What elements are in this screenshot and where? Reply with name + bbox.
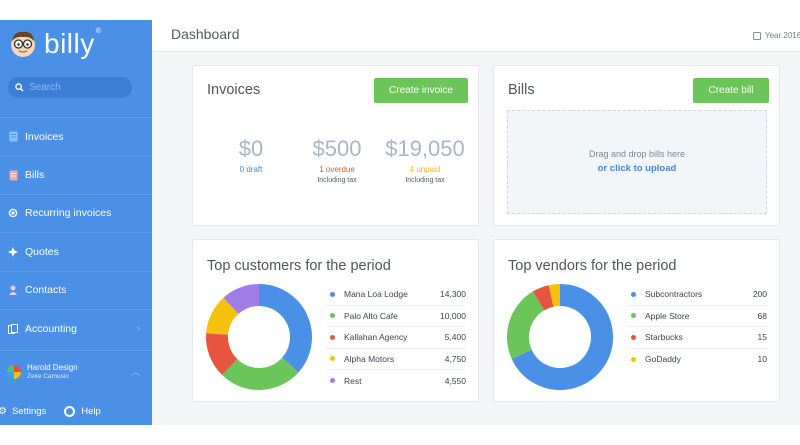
- legend-dot: [631, 356, 636, 362]
- year-selector[interactable]: Year 2016: [753, 31, 800, 40]
- legend-row[interactable]: Apple Store 68: [627, 306, 767, 327]
- stat-label: 4 unpaid: [409, 165, 441, 174]
- page-title: Dashboard: [171, 26, 240, 42]
- donut-slice-0[interactable]: [258, 284, 312, 373]
- vendors-donut-chart: [507, 284, 613, 390]
- invoices-card: Invoices Create invoice $0 0 draft $500 …: [192, 65, 479, 226]
- legend-dot: [330, 378, 335, 384]
- stat-unpaid[interactable]: $19,050 4 unpaid Including tax: [383, 136, 467, 184]
- stat-label: 0 draft: [239, 165, 263, 174]
- search-input[interactable]: [29, 82, 129, 93]
- donut-slice-1[interactable]: [221, 357, 299, 390]
- stat-note: Including tax: [317, 177, 357, 184]
- quote-icon: [8, 246, 18, 257]
- legend-dot: [330, 291, 335, 297]
- create-invoice-button[interactable]: Create invoice: [374, 78, 468, 103]
- donut-slice-4[interactable]: [223, 284, 260, 315]
- customers-title: Top customers for the period: [207, 258, 391, 274]
- legend-row[interactable]: Subcontractors 200: [627, 284, 767, 306]
- gear-icon: ⚙: [0, 406, 7, 417]
- sidebar-item-label: Quotes: [25, 245, 59, 258]
- legend-row[interactable]: Mana Loa Lodge 14,300: [326, 284, 466, 306]
- contacts-icon: [8, 285, 18, 296]
- stat-label: 1 overdue: [319, 165, 355, 174]
- donut-slice-0[interactable]: [511, 284, 613, 390]
- avatar: [7, 364, 21, 379]
- vendors-legend: Subcontractors 200 Apple Store 68 Starbuck…: [627, 284, 767, 370]
- upload-link[interactable]: or click to upload: [597, 163, 677, 174]
- sidebar-item-label: Recurring invoices: [25, 207, 112, 220]
- app-window: billy® Invoices Bills Recurring invoices…: [0, 20, 800, 425]
- recurring-icon: [8, 208, 18, 219]
- sidebar-item-bills[interactable]: Bills: [0, 155, 152, 193]
- legend-dot: [631, 313, 636, 319]
- donut-slice-2[interactable]: [206, 333, 238, 375]
- sidebar-item-label: Invoices: [25, 130, 64, 143]
- logo-text: billy®: [44, 28, 102, 59]
- sidebar-item-label: Bills: [25, 169, 45, 182]
- sidebar-item-quotes[interactable]: Quotes: [0, 232, 152, 270]
- stat-overdue[interactable]: $500 1 overdue Including tax: [300, 136, 374, 184]
- stat-value: $500: [312, 136, 362, 161]
- user-subtitle: Zeke Camusio: [27, 373, 69, 380]
- bill-icon: [8, 170, 18, 181]
- bill-dropzone[interactable]: Drag and drop bills here or click to upl…: [507, 110, 767, 214]
- stat-draft[interactable]: $0 0 draft: [221, 136, 281, 174]
- invoice-icon: [8, 131, 18, 142]
- invoices-title: Invoices: [207, 82, 261, 98]
- sidebar-item-accounting[interactable]: Accounting ›: [0, 308, 152, 347]
- legend-row[interactable]: Rest 4,550: [326, 370, 466, 392]
- search-box[interactable]: [8, 77, 132, 98]
- chevron-up-icon: ︿: [130, 367, 140, 377]
- legend-row[interactable]: Kallahan Agency 5,400: [326, 327, 466, 349]
- accounting-icon: [8, 323, 18, 334]
- legend-row[interactable]: GoDaddy 10: [627, 349, 767, 371]
- sidebar-item-label: Accounting: [25, 322, 77, 335]
- sidebar: billy® Invoices Bills Recurring invoices…: [0, 20, 152, 425]
- stat-note: Including tax: [405, 177, 445, 184]
- sidebar-footer: ⚙ Settings Help: [0, 398, 152, 425]
- legend-dot: [330, 334, 335, 340]
- sidebar-item-recurring-invoices[interactable]: Recurring invoices: [0, 193, 152, 232]
- donut-slice-3[interactable]: [548, 284, 561, 307]
- main-content: Dashboard Year 2016 Invoices Create invo…: [152, 20, 800, 425]
- stat-value: $0: [238, 136, 264, 161]
- settings-button[interactable]: ⚙ Settings: [0, 406, 47, 417]
- sidebar-item-invoices[interactable]: Invoices: [0, 117, 152, 155]
- bills-title: Bills: [508, 82, 535, 98]
- user-menu[interactable]: Harold Design Zeke Camusio ︿: [0, 350, 152, 392]
- legend-row[interactable]: Starbucks 15: [627, 327, 767, 349]
- donut-slice-2[interactable]: [532, 285, 554, 311]
- legend-row[interactable]: Palo Alto Cafe 10,000: [326, 306, 466, 327]
- donut-slice-1[interactable]: [507, 291, 545, 359]
- user-name: Harold Design: [27, 363, 78, 372]
- legend-row[interactable]: Alpha Motors 4,750: [326, 349, 466, 370]
- search-icon: [15, 83, 24, 92]
- logo[interactable]: billy®: [8, 28, 101, 60]
- legend-dot: [330, 313, 335, 319]
- customers-legend: Mana Loa Lodge 14,300 Palo Alto Cafe 10,00…: [326, 284, 466, 392]
- legend-dot: [631, 334, 636, 340]
- dropzone-text: Drag and drop bills here: [588, 149, 686, 159]
- customers-donut-chart: [206, 284, 312, 390]
- sidebar-item-contacts[interactable]: Contacts: [0, 270, 152, 309]
- vendors-title: Top vendors for the period: [508, 258, 677, 274]
- calendar-icon: [753, 31, 761, 40]
- sidebar-item-label: Contacts: [25, 284, 67, 297]
- top-vendors-card: Top vendors for the period Subcontractor…: [493, 239, 780, 402]
- legend-dot: [330, 356, 335, 362]
- create-bill-button[interactable]: Create bill: [693, 78, 769, 103]
- lifebuoy-icon: [64, 406, 76, 417]
- stat-value: $19,050: [385, 136, 465, 161]
- chevron-right-icon: ›: [136, 323, 140, 335]
- billy-mascot-icon: [11, 31, 35, 57]
- sidebar-nav: Invoices Bills Recurring invoices Quotes…: [0, 117, 152, 347]
- legend-dot: [631, 291, 636, 297]
- donut-slice-3[interactable]: [206, 297, 239, 336]
- topbar: Dashboard Year 2016: [152, 20, 800, 52]
- bills-card: Bills Create bill Drag and drop bills he…: [493, 65, 780, 226]
- help-button[interactable]: Help: [64, 406, 101, 417]
- top-customers-card: Top customers for the period Mana Loa Lo…: [192, 239, 479, 402]
